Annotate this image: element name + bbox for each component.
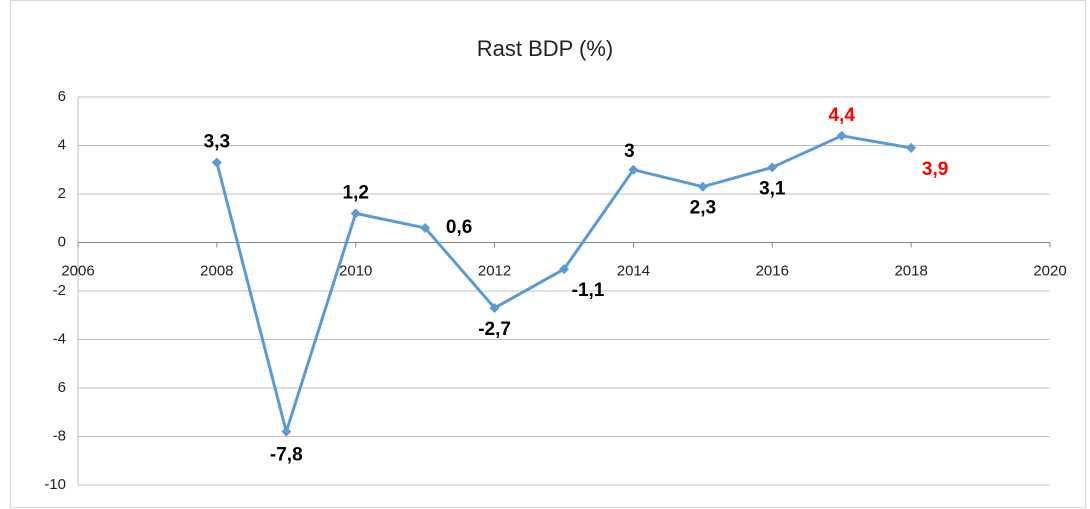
chart-title: Rast BDP (%) <box>477 36 614 61</box>
y-tick-label: 2 <box>58 185 66 202</box>
data-label: 3,1 <box>759 178 786 199</box>
x-tick-label: 2014 <box>617 262 650 279</box>
x-tick-label: 2012 <box>478 262 511 279</box>
y-tick-label: -4 <box>53 330 66 347</box>
y-tick-label: 6 <box>58 379 66 396</box>
y-tick-label: -2 <box>53 282 66 299</box>
point-marker <box>836 130 847 141</box>
y-tick-label: 4 <box>58 136 66 153</box>
data-label: -7,8 <box>270 445 303 466</box>
y-tick-label: 6 <box>58 88 66 105</box>
data-label: 2,3 <box>690 198 716 219</box>
point-marker <box>489 302 500 313</box>
data-label: 3 <box>624 141 635 162</box>
point-marker <box>906 142 917 153</box>
point-marker <box>767 162 778 173</box>
data-label: 0,6 <box>446 217 472 238</box>
point-marker <box>420 222 431 233</box>
data-label: -1,1 <box>572 280 605 301</box>
x-tick-label: 2018 <box>894 262 927 279</box>
x-tick-label: 2020 <box>1033 262 1066 279</box>
y-tick-label: 0 <box>58 233 66 250</box>
data-label: -2,7 <box>478 319 511 340</box>
point-marker <box>211 157 222 168</box>
y-tick-label: -8 <box>53 427 66 444</box>
point-marker <box>350 208 361 219</box>
data-label: 1,2 <box>343 182 369 203</box>
data-label: 3,9 <box>922 159 948 180</box>
x-tick-label: 2016 <box>756 262 789 279</box>
point-marker <box>628 164 639 175</box>
y-tick-label: -10 <box>44 476 66 493</box>
point-marker <box>697 181 708 192</box>
x-tick-label: 2006 <box>61 262 94 279</box>
data-label: 3,3 <box>204 131 230 152</box>
chart-border <box>10 0 1086 508</box>
point-marker <box>281 426 292 437</box>
x-tick-label: 2010 <box>339 262 372 279</box>
point-marker <box>559 264 569 275</box>
x-tick-label: 2008 <box>200 262 233 279</box>
data-label: 4,4 <box>829 105 856 126</box>
